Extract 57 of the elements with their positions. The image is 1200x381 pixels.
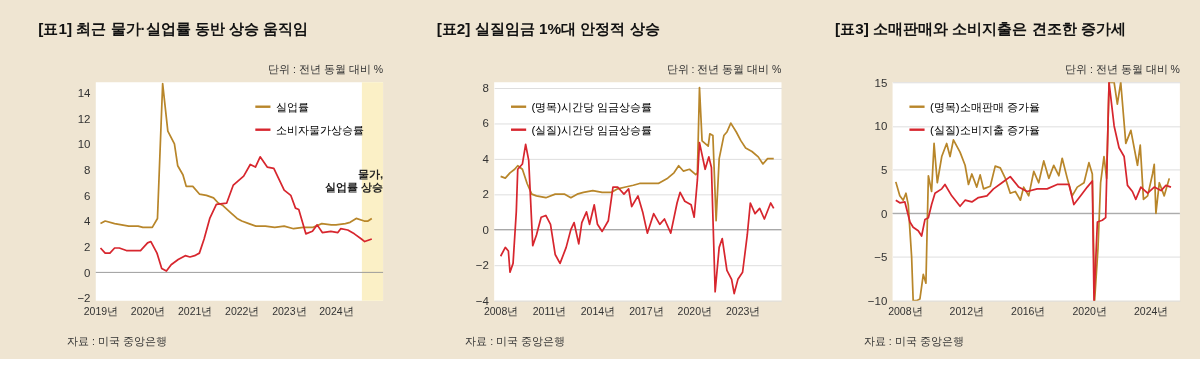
x-tick-label: 2011년 <box>532 305 567 318</box>
chart-subtitle: 단위 : 전년 동월 대비 % <box>268 62 384 75</box>
chart-title: [표2] 실질임금 1%대 안정적 상승 <box>436 20 660 38</box>
chart-title: [표1] 최근 물가·실업률 동반 상승 움직임 <box>38 20 309 38</box>
y-tick-label: 10 <box>874 120 888 133</box>
y-tick-label: 0 <box>84 266 91 279</box>
x-tick-label: 2023년 <box>726 305 761 318</box>
y-tick-label: −2 <box>77 292 91 305</box>
y-tick-label: 15 <box>874 76 888 89</box>
x-tick-label: 2019년 <box>83 305 119 318</box>
x-tick-label: 2014년 <box>580 305 616 318</box>
y-tick-label: 0 <box>482 223 489 236</box>
text: 자료 : 미국 중앙은행 <box>465 334 566 347</box>
x-tick-label: 2008년 <box>483 305 519 318</box>
y-tick-label: 4 <box>84 215 92 228</box>
legend-label: (실질)소비지출 증가율 <box>929 123 1040 136</box>
legend-label: (실질)시간당 임금상승률 <box>531 123 653 136</box>
text: 자료 : 미국 중앙은행 <box>863 334 964 347</box>
chart-subtitle: 단위 : 전년 동월 대비 % <box>666 62 782 75</box>
y-tick-label: 14 <box>77 86 92 99</box>
y-tick-label: −5 <box>874 251 888 264</box>
y-tick-label: 8 <box>482 81 489 94</box>
y-tick-label: 0 <box>880 207 888 220</box>
y-tick-label: 12 <box>77 112 91 125</box>
x-tick-label: 2020년 <box>130 305 166 318</box>
y-tick-label: −2 <box>475 259 489 272</box>
legend-label: 소비자물가상승률 <box>275 123 364 136</box>
line-series <box>499 141 775 295</box>
y-tick-label: −10 <box>867 294 888 307</box>
x-tick-label: 2024년 <box>319 305 354 318</box>
x-tick-label: 2020년 <box>1072 305 1107 318</box>
y-tick-label: 10 <box>77 138 91 151</box>
band-label: 물가, 실업률 상승 <box>324 167 384 194</box>
text: 자료 : 미국 중앙은행 <box>67 334 167 347</box>
x-tick-label: 2017년 <box>629 305 664 318</box>
y-tick-label: 5 <box>880 163 888 176</box>
x-tick-label: 2008년 <box>888 305 923 318</box>
chart-title: [표3] 소매판매와 소비지출은 견조한 증가세 <box>835 20 1126 38</box>
chart-subtitle: 단위 : 전년 동월 대비 % <box>1065 62 1180 75</box>
y-tick-label: 6 <box>84 189 91 202</box>
legend-label: 실업률 <box>275 100 309 113</box>
y-tick-label: 8 <box>84 163 91 176</box>
y-tick-label: 4 <box>482 152 490 165</box>
x-tick-label: 2023년 <box>272 305 307 318</box>
line-series <box>499 86 775 222</box>
y-tick-label: 6 <box>482 117 489 130</box>
legend-label: (명목)시간당 임금상승률 <box>531 100 653 113</box>
legend-label: (명목)소매판매 증가율 <box>929 100 1040 113</box>
x-tick-label: 2012년 <box>949 305 985 318</box>
x-tick-label: 2016년 <box>1011 305 1046 318</box>
y-tick-label: −4 <box>475 294 490 307</box>
x-tick-label: 2020년 <box>677 305 712 318</box>
x-tick-label: 2024년 <box>1133 305 1169 318</box>
y-tick-label: 2 <box>84 241 91 254</box>
y-tick-label: 2 <box>482 188 489 201</box>
x-tick-label: 2021년 <box>177 305 213 318</box>
x-tick-label: 2022년 <box>225 305 260 318</box>
